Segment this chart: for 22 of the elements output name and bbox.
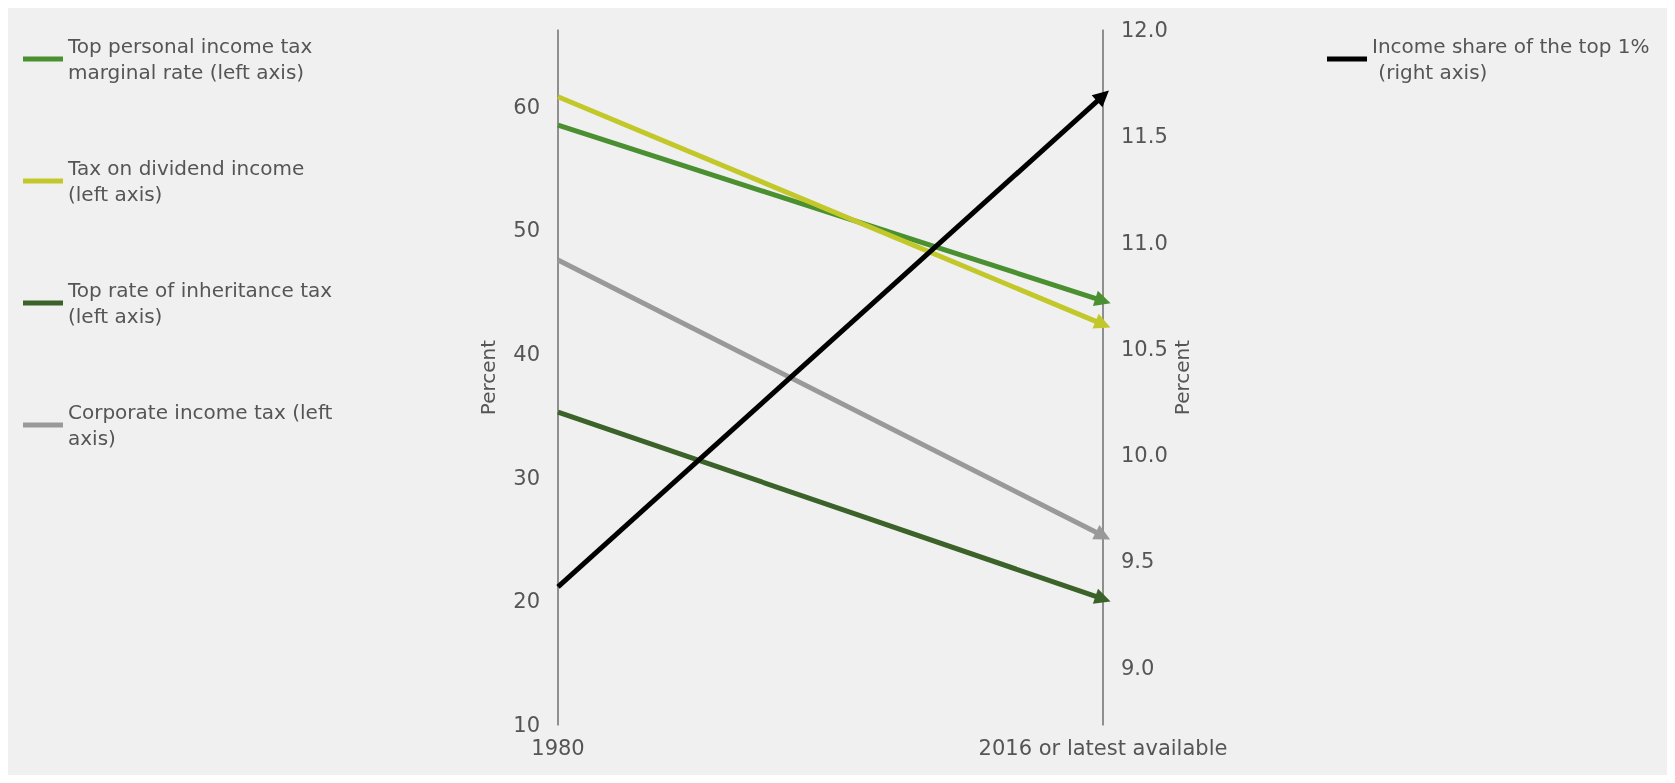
y-tick-label: 60 [513,94,540,119]
y-tick-label: 40 [513,342,540,366]
y2-tick-label: 10.5 [1121,336,1168,361]
y-tick-label: 30 [513,465,540,490]
y-tick-label: 50 [513,218,540,243]
y-tick-label: 10 [513,713,540,737]
legend-label: Top rate of inheritance tax (left axis) [67,278,339,328]
legend-label: Corporate income tax (left axis) [68,400,339,450]
legend-label: Income share of the top 1% (right axis) [1372,34,1650,84]
x-tick-label: 1980 [531,735,585,760]
y2-tick-label: 9.0 [1121,655,1155,680]
x-tick-label: 2016 or latest available [978,735,1228,760]
legend-label: Top personal income tax marginal rate (left axis) [67,34,319,84]
legend-label: Tax on dividend income (left axis) [67,156,311,206]
y2-tick-label: 10.0 [1121,443,1168,468]
y2-tick-label: 9.5 [1121,549,1155,574]
y2-tick-label: 12.0 [1121,18,1168,42]
y2-tick-label: 11.5 [1121,124,1168,149]
y2-axis-title: Percent [1169,339,1194,416]
y-tick-label: 20 [513,589,540,614]
y-axis-title: Percent [476,339,500,416]
y2-tick-label: 11.0 [1121,230,1168,255]
